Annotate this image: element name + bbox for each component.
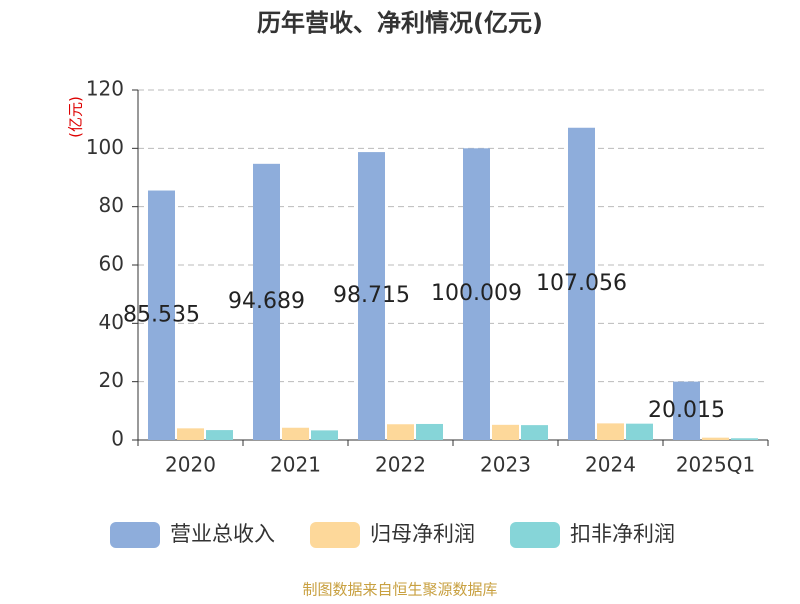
legend-label: 营业总收入 bbox=[170, 522, 275, 546]
y-tick-label: 20 bbox=[99, 368, 124, 392]
y-tick-label: 100 bbox=[86, 135, 124, 159]
bar bbox=[521, 425, 548, 440]
bar bbox=[387, 424, 414, 440]
legend-swatch bbox=[310, 522, 360, 548]
bar bbox=[177, 428, 204, 440]
data-label: 100.009 bbox=[431, 281, 522, 306]
bar bbox=[463, 148, 490, 441]
legend-label: 归母净利润 bbox=[370, 522, 475, 546]
y-axis-label: (亿元) bbox=[67, 96, 85, 138]
y-tick-label: 60 bbox=[99, 252, 124, 276]
chart-title: 历年营收、净利情况(亿元) bbox=[257, 9, 543, 37]
bar bbox=[206, 430, 233, 440]
legend-label: 扣非净利润 bbox=[570, 522, 675, 546]
bar bbox=[282, 427, 309, 440]
bar bbox=[702, 437, 729, 440]
y-tick-label: 80 bbox=[99, 193, 124, 217]
legend-swatch bbox=[110, 522, 160, 548]
x-tick-label: 2021 bbox=[270, 453, 321, 477]
bar bbox=[568, 127, 595, 441]
bar bbox=[311, 430, 338, 440]
data-label: 94.689 bbox=[228, 289, 305, 314]
y-tick-label: 0 bbox=[111, 427, 124, 451]
bar bbox=[253, 163, 280, 441]
bar bbox=[673, 381, 700, 440]
data-label: 20.015 bbox=[648, 398, 725, 423]
bar bbox=[148, 190, 175, 440]
data-label: 85.535 bbox=[123, 302, 200, 327]
bar bbox=[358, 152, 385, 441]
x-tick-label: 2023 bbox=[480, 453, 531, 477]
legend-swatch bbox=[510, 522, 560, 548]
x-tick-label: 2020 bbox=[165, 453, 216, 477]
y-tick-label: 40 bbox=[99, 310, 124, 334]
x-tick-label: 2022 bbox=[375, 453, 426, 477]
data-label: 107.056 bbox=[536, 271, 627, 296]
bar bbox=[416, 423, 443, 440]
bar bbox=[626, 423, 653, 440]
y-tick-label: 120 bbox=[86, 77, 124, 101]
x-tick-label: 2024 bbox=[585, 453, 636, 477]
x-tick-label: 2025Q1 bbox=[676, 453, 755, 477]
bar bbox=[597, 423, 624, 440]
source-note: 制图数据来自恒生聚源数据库 bbox=[302, 581, 497, 599]
bar bbox=[492, 424, 519, 440]
bar bbox=[731, 438, 758, 440]
data-label: 98.715 bbox=[333, 283, 410, 308]
